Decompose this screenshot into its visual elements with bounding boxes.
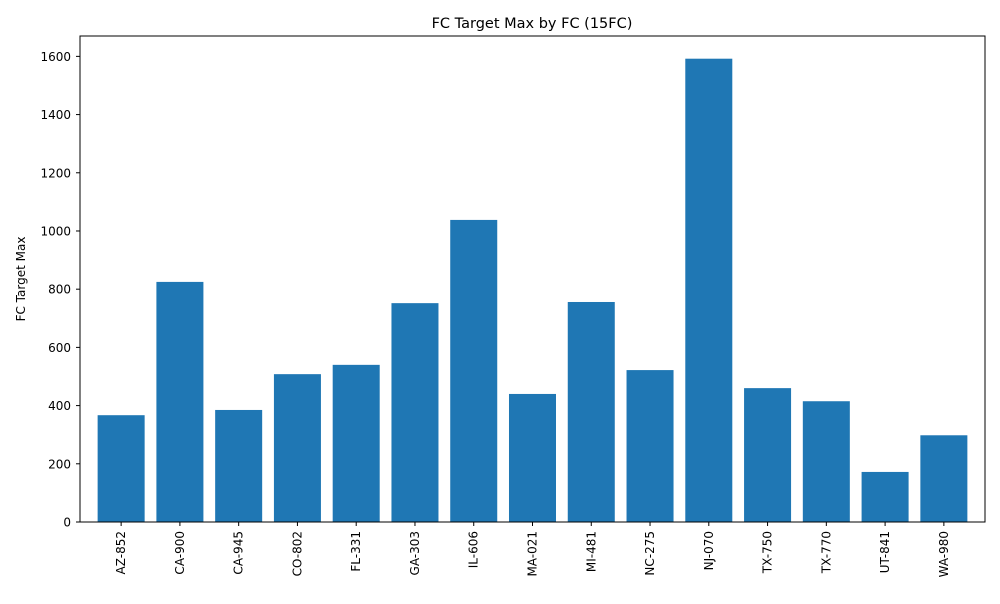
bar-ut-841 [861, 471, 909, 522]
x-tick-label: AZ-852 [114, 531, 128, 574]
plot-frame [79, 35, 986, 523]
y-tick-label: 600 [48, 341, 71, 355]
x-tick-label: GA-303 [408, 531, 422, 575]
bar-ca-945 [215, 409, 263, 522]
x-tick-label: UT-841 [878, 531, 892, 573]
y-tick-label: 1400 [40, 108, 71, 122]
x-tick-label: TX-770 [819, 531, 833, 574]
bar-wa-980 [920, 435, 968, 522]
bar-nj-070 [685, 58, 733, 522]
y-tick-label: 1200 [40, 166, 71, 180]
x-tick-label: FL-331 [349, 531, 363, 572]
chart-title: FC Target Max by FC (15FC) [432, 16, 633, 32]
y-tick-label: 1600 [40, 50, 71, 64]
x-tick-label: NC-275 [643, 531, 657, 576]
x-tick-label: CA-900 [173, 531, 187, 575]
x-tick-label: CO-802 [290, 531, 304, 576]
bar-az-852 [97, 415, 145, 522]
y-tick-label: 400 [48, 399, 71, 413]
y-axis-title: FC Target Max [14, 237, 28, 322]
x-tick-label: IL-606 [467, 531, 481, 568]
bars-group [97, 58, 968, 523]
y-tick-label: 200 [48, 457, 71, 471]
bar-tx-770 [802, 401, 850, 522]
y-tick-label: 0 [63, 516, 71, 530]
x-tick-label: MA-021 [526, 531, 540, 577]
bar-fl-331 [332, 364, 380, 522]
bar-ma-021 [508, 393, 556, 522]
x-tick-label: CA-945 [232, 531, 246, 575]
x-axis-ticks: AZ-852 CA-900 CA-945 CO-802 FL-331 GA-303 IL-6… [114, 522, 951, 577]
y-tick-label: 1000 [40, 224, 71, 238]
bar-co-802 [273, 374, 321, 522]
y-tick-label: 800 [48, 283, 71, 297]
x-tick-label: MI-481 [584, 531, 598, 572]
x-tick-label: WA-980 [937, 531, 951, 577]
x-tick-label: NJ-070 [702, 531, 716, 570]
bar-tx-750 [744, 388, 792, 522]
bar-ga-303 [391, 303, 439, 522]
bar-ca-900 [156, 281, 204, 522]
bar-nc-275 [626, 370, 674, 522]
bar-mi-481 [567, 301, 615, 522]
bar-il-606 [450, 219, 498, 523]
x-tick-label: TX-750 [761, 531, 775, 574]
y-axis-ticks: 0 200 400 600 800 1000 1200 1400 1600 [40, 50, 80, 530]
